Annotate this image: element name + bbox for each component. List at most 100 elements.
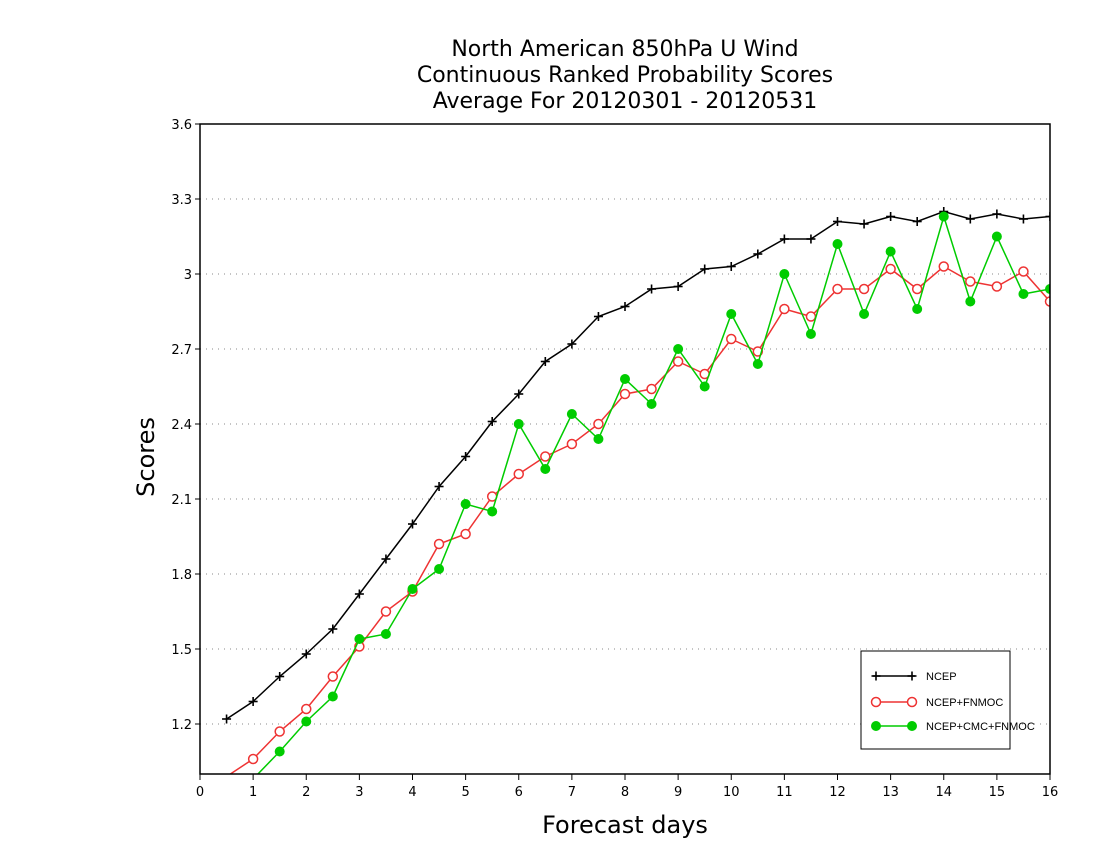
y-tick-label: 2.1 <box>171 493 192 508</box>
data-point-series-0 <box>248 697 258 706</box>
data-point-series-0 <box>833 217 842 226</box>
data-point-series-1 <box>301 703 312 715</box>
data-point-series-2 <box>991 231 1002 242</box>
data-point-series-1 <box>726 333 737 345</box>
data-point-series-0 <box>514 389 524 399</box>
data-point-series-2 <box>354 634 365 644</box>
chart-title-line-2: Continuous Ranked Probability Scores <box>416 63 834 88</box>
x-tick-label: 5 <box>461 785 469 800</box>
data-point-series-2 <box>513 419 524 429</box>
data-point-series-1 <box>380 606 392 617</box>
y-tick-label: 3.6 <box>171 118 192 133</box>
data-point-series-0 <box>222 714 232 724</box>
data-point-series-1 <box>885 263 896 275</box>
data-point-series-0 <box>1045 212 1050 221</box>
y-tick-label: 3 <box>184 268 192 283</box>
y-tick-label: 3.3 <box>171 193 192 208</box>
x-tick-label: 2 <box>302 785 310 800</box>
x-tick-label: 10 <box>723 785 740 800</box>
data-point-series-0 <box>647 284 657 294</box>
data-point-series-0 <box>567 339 577 349</box>
data-point-series-2 <box>699 381 710 392</box>
legend-box <box>860 650 1011 750</box>
data-point-series-2 <box>460 499 471 509</box>
data-point-series-0 <box>806 234 816 244</box>
legend-label-1: NCEP+FNMOC <box>926 697 1003 709</box>
legend-marker-2 <box>871 721 881 731</box>
data-point-series-0 <box>354 589 364 599</box>
legend-label-0: NCEP <box>926 671 957 683</box>
data-point-series-1 <box>779 303 790 315</box>
data-point-series-0 <box>965 214 975 224</box>
chart-title-line-1: North American 850hPa U Wind <box>451 37 799 62</box>
data-point-series-1 <box>619 388 631 400</box>
data-point-series-0 <box>779 234 789 244</box>
data-point-series-1 <box>593 418 604 430</box>
data-point-series-0 <box>1018 214 1028 224</box>
data-point-series-0 <box>620 302 630 311</box>
x-tick-label: 13 <box>882 785 899 800</box>
data-point-series-0 <box>700 264 710 274</box>
data-point-series-1 <box>672 356 684 367</box>
data-point-series-0 <box>726 262 736 271</box>
data-point-series-0 <box>301 649 311 659</box>
data-point-series-1 <box>247 753 259 765</box>
data-point-series-2 <box>752 359 763 369</box>
data-point-series-0 <box>673 282 683 291</box>
y-tick-label: 2.7 <box>171 343 192 358</box>
data-point-series-1 <box>1018 266 1029 277</box>
data-point-series-2 <box>965 296 976 307</box>
x-tick-label: 4 <box>408 785 416 800</box>
data-point-series-1 <box>460 528 471 540</box>
x-tick-label: 16 <box>1042 785 1059 800</box>
data-point-series-2 <box>566 409 577 419</box>
data-point-series-2 <box>407 584 418 594</box>
data-point-series-2 <box>938 211 949 222</box>
data-point-series-2 <box>885 246 896 257</box>
data-point-series-0 <box>753 249 763 259</box>
data-point-series-1 <box>832 283 843 295</box>
data-point-series-2 <box>540 464 551 474</box>
legend: NCEP NCEP+FNMOC NCEP+CMC+FNMOC <box>860 650 1035 750</box>
data-point-series-0 <box>859 219 869 229</box>
data-point-series-2 <box>912 304 923 314</box>
data-point-series-2 <box>859 309 870 319</box>
data-point-series-2 <box>646 399 657 409</box>
x-tick-label: 0 <box>196 785 204 800</box>
x-tick-label: 12 <box>829 785 846 800</box>
data-point-series-2 <box>832 239 843 249</box>
data-point-series-1 <box>433 538 445 550</box>
data-point-series-0 <box>408 519 417 529</box>
data-point-series-2 <box>1018 289 1029 299</box>
x-axis-label: Forecast days <box>542 811 708 839</box>
data-point-series-2 <box>487 506 498 517</box>
data-point-series-1 <box>513 468 524 480</box>
data-point-series-2 <box>1045 284 1050 294</box>
chart-title-line-3: Average For 20120301 - 20120531 <box>432 89 818 114</box>
data-point-series-2 <box>593 434 604 444</box>
data-point-series-2 <box>805 329 816 339</box>
data-point-series-0 <box>593 312 603 321</box>
data-point-series-2 <box>673 344 684 354</box>
data-point-series-1 <box>965 276 976 287</box>
data-point-series-2 <box>301 716 312 727</box>
y-tick-label: 2.4 <box>171 418 192 433</box>
data-point-series-0 <box>275 672 285 681</box>
legend-label-2: NCEP+CMC+FNMOC <box>926 721 1035 733</box>
data-point-series-2 <box>274 746 285 757</box>
data-point-series-0 <box>912 217 922 226</box>
data-point-series-2 <box>726 309 737 319</box>
y-tick-label: 1.2 <box>171 718 192 733</box>
legend-marker-1 <box>870 696 882 708</box>
data-point-series-2 <box>434 564 445 574</box>
data-point-series-0 <box>461 452 471 461</box>
data-point-series-1 <box>1044 296 1050 307</box>
data-point-series-0 <box>328 624 338 634</box>
data-point-series-0 <box>381 554 391 564</box>
data-point-series-0 <box>487 417 497 426</box>
x-tick-label: 8 <box>621 785 629 800</box>
data-point-series-1 <box>938 261 949 272</box>
data-point-series-2 <box>327 691 338 702</box>
x-tick-label: 15 <box>989 785 1006 800</box>
data-point-series-1 <box>566 438 578 450</box>
